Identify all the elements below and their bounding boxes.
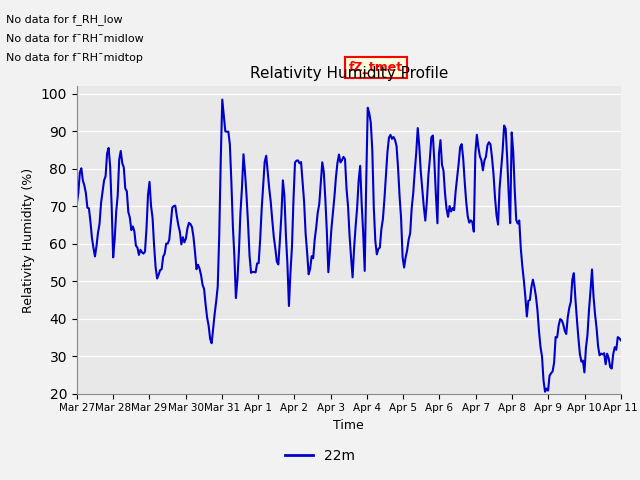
Text: No data for f_RH_low: No data for f_RH_low — [6, 14, 123, 25]
Text: fZ_tmet: fZ_tmet — [349, 61, 403, 74]
X-axis label: Time: Time — [333, 419, 364, 432]
Text: No data for f¯RH¯midlow: No data for f¯RH¯midlow — [6, 34, 144, 44]
Text: No data for f¯RH¯midtop: No data for f¯RH¯midtop — [6, 53, 143, 63]
Title: Relativity Humidity Profile: Relativity Humidity Profile — [250, 66, 448, 81]
Legend: 22m: 22m — [280, 443, 360, 468]
Y-axis label: Relativity Humidity (%): Relativity Humidity (%) — [22, 168, 35, 312]
